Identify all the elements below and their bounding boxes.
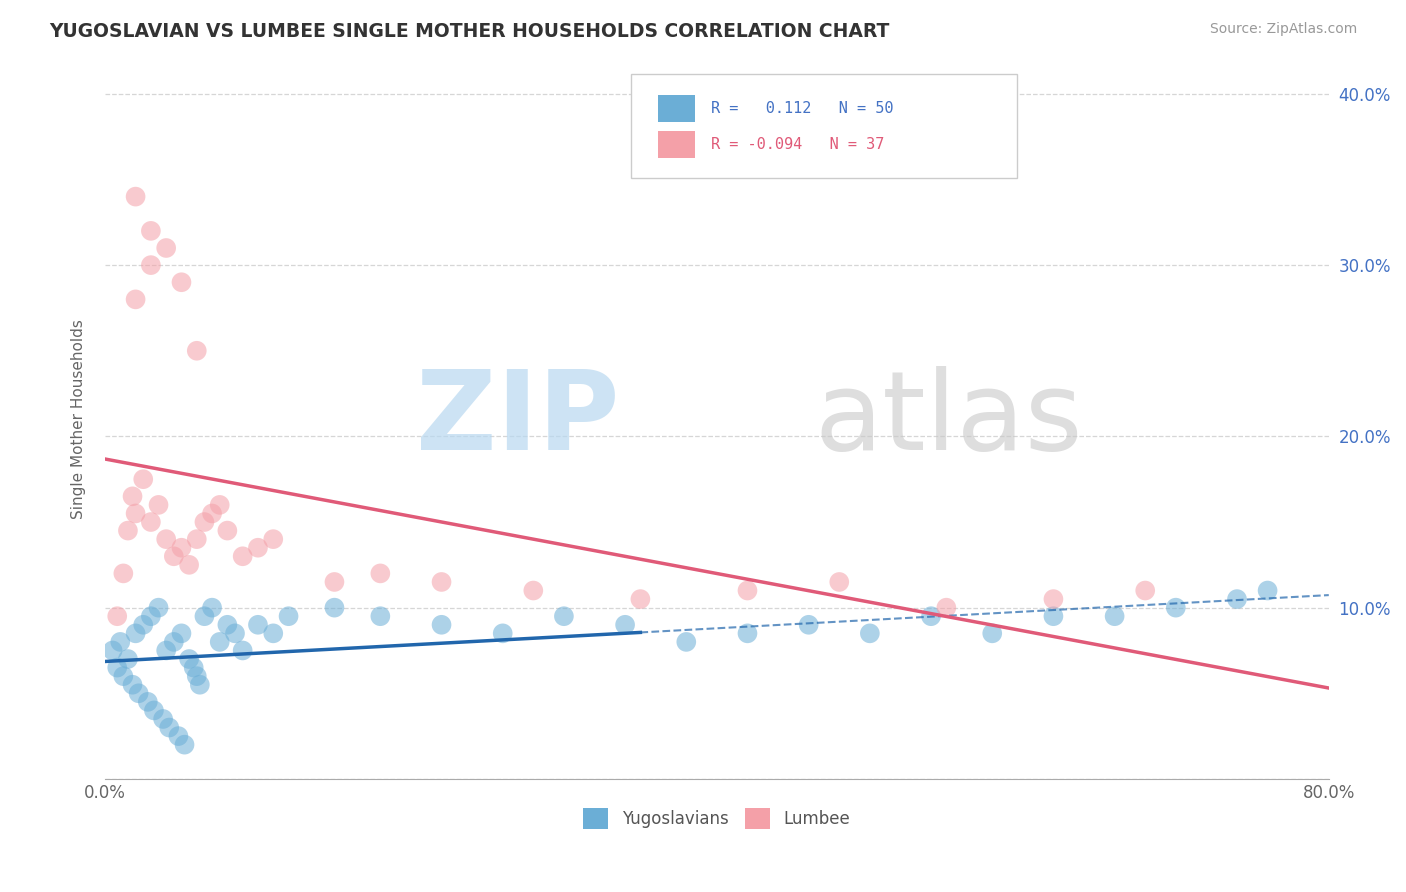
Point <box>675 635 697 649</box>
Point <box>277 609 299 624</box>
Point <box>121 489 143 503</box>
Y-axis label: Single Mother Households: Single Mother Households <box>72 319 86 519</box>
Point <box>246 617 269 632</box>
Point <box>522 583 544 598</box>
Point <box>224 626 246 640</box>
Point <box>139 224 162 238</box>
Point <box>628 592 651 607</box>
Text: ZIP: ZIP <box>416 366 619 473</box>
Point <box>124 507 146 521</box>
Bar <box>658 95 695 122</box>
Point <box>370 609 392 624</box>
Point <box>188 678 211 692</box>
Point <box>132 472 155 486</box>
Point <box>139 258 162 272</box>
Point <box>148 600 170 615</box>
Bar <box>658 131 695 158</box>
Point <box>935 600 957 615</box>
Point <box>1135 583 1157 598</box>
Point <box>208 635 231 649</box>
Point <box>170 541 193 555</box>
Point <box>170 275 193 289</box>
Point <box>797 617 820 632</box>
Point <box>859 626 882 640</box>
Point <box>492 626 515 640</box>
Point <box>155 532 177 546</box>
Point <box>186 532 208 546</box>
FancyBboxPatch shape <box>631 74 1017 178</box>
Point <box>117 524 139 538</box>
Point <box>155 241 177 255</box>
Point <box>179 652 201 666</box>
Point <box>136 695 159 709</box>
Point <box>323 574 346 589</box>
Point <box>323 600 346 615</box>
Point <box>186 343 208 358</box>
Point <box>737 583 759 598</box>
Point <box>920 609 942 624</box>
Point <box>737 626 759 640</box>
Point <box>981 626 1004 640</box>
Point <box>1042 592 1064 607</box>
Text: R =   0.112   N = 50: R = 0.112 N = 50 <box>711 101 893 116</box>
Point <box>163 549 186 564</box>
Point <box>217 617 239 632</box>
Point <box>170 626 193 640</box>
Point <box>155 643 177 657</box>
Point <box>179 558 201 572</box>
Point <box>124 293 146 307</box>
Point <box>163 635 186 649</box>
Point <box>262 532 284 546</box>
Point <box>246 541 269 555</box>
Point <box>110 635 132 649</box>
Point <box>124 626 146 640</box>
Point <box>1164 600 1187 615</box>
Point <box>139 515 162 529</box>
Text: R = -0.094   N = 37: R = -0.094 N = 37 <box>711 137 884 152</box>
Point <box>232 549 254 564</box>
Point <box>128 686 150 700</box>
Point <box>117 652 139 666</box>
Point <box>370 566 392 581</box>
Point <box>193 515 215 529</box>
Point <box>124 189 146 203</box>
Point <box>1042 609 1064 624</box>
Point <box>167 729 190 743</box>
Point <box>217 524 239 538</box>
Point <box>132 617 155 632</box>
Point <box>152 712 174 726</box>
Point <box>208 498 231 512</box>
Text: atlas: atlas <box>815 366 1083 473</box>
Point <box>614 617 637 632</box>
Point <box>232 643 254 657</box>
Legend: Yugoslavians, Lumbee: Yugoslavians, Lumbee <box>576 802 858 835</box>
Point <box>193 609 215 624</box>
Point <box>201 600 224 615</box>
Point <box>828 574 851 589</box>
Point <box>112 669 135 683</box>
Point <box>121 678 143 692</box>
Point <box>1257 583 1279 598</box>
Point <box>553 609 575 624</box>
Point <box>173 738 195 752</box>
Point <box>430 617 453 632</box>
Point <box>105 660 128 674</box>
Point <box>1104 609 1126 624</box>
Point <box>262 626 284 640</box>
Text: YUGOSLAVIAN VS LUMBEE SINGLE MOTHER HOUSEHOLDS CORRELATION CHART: YUGOSLAVIAN VS LUMBEE SINGLE MOTHER HOUS… <box>49 22 890 41</box>
Point <box>112 566 135 581</box>
Point <box>142 703 165 717</box>
Text: Source: ZipAtlas.com: Source: ZipAtlas.com <box>1209 22 1357 37</box>
Point <box>105 609 128 624</box>
Point <box>183 660 205 674</box>
Point <box>148 498 170 512</box>
Point <box>101 643 124 657</box>
Point <box>186 669 208 683</box>
Point <box>201 507 224 521</box>
Point <box>430 574 453 589</box>
Point <box>1226 592 1249 607</box>
Point <box>139 609 162 624</box>
Point <box>157 721 180 735</box>
